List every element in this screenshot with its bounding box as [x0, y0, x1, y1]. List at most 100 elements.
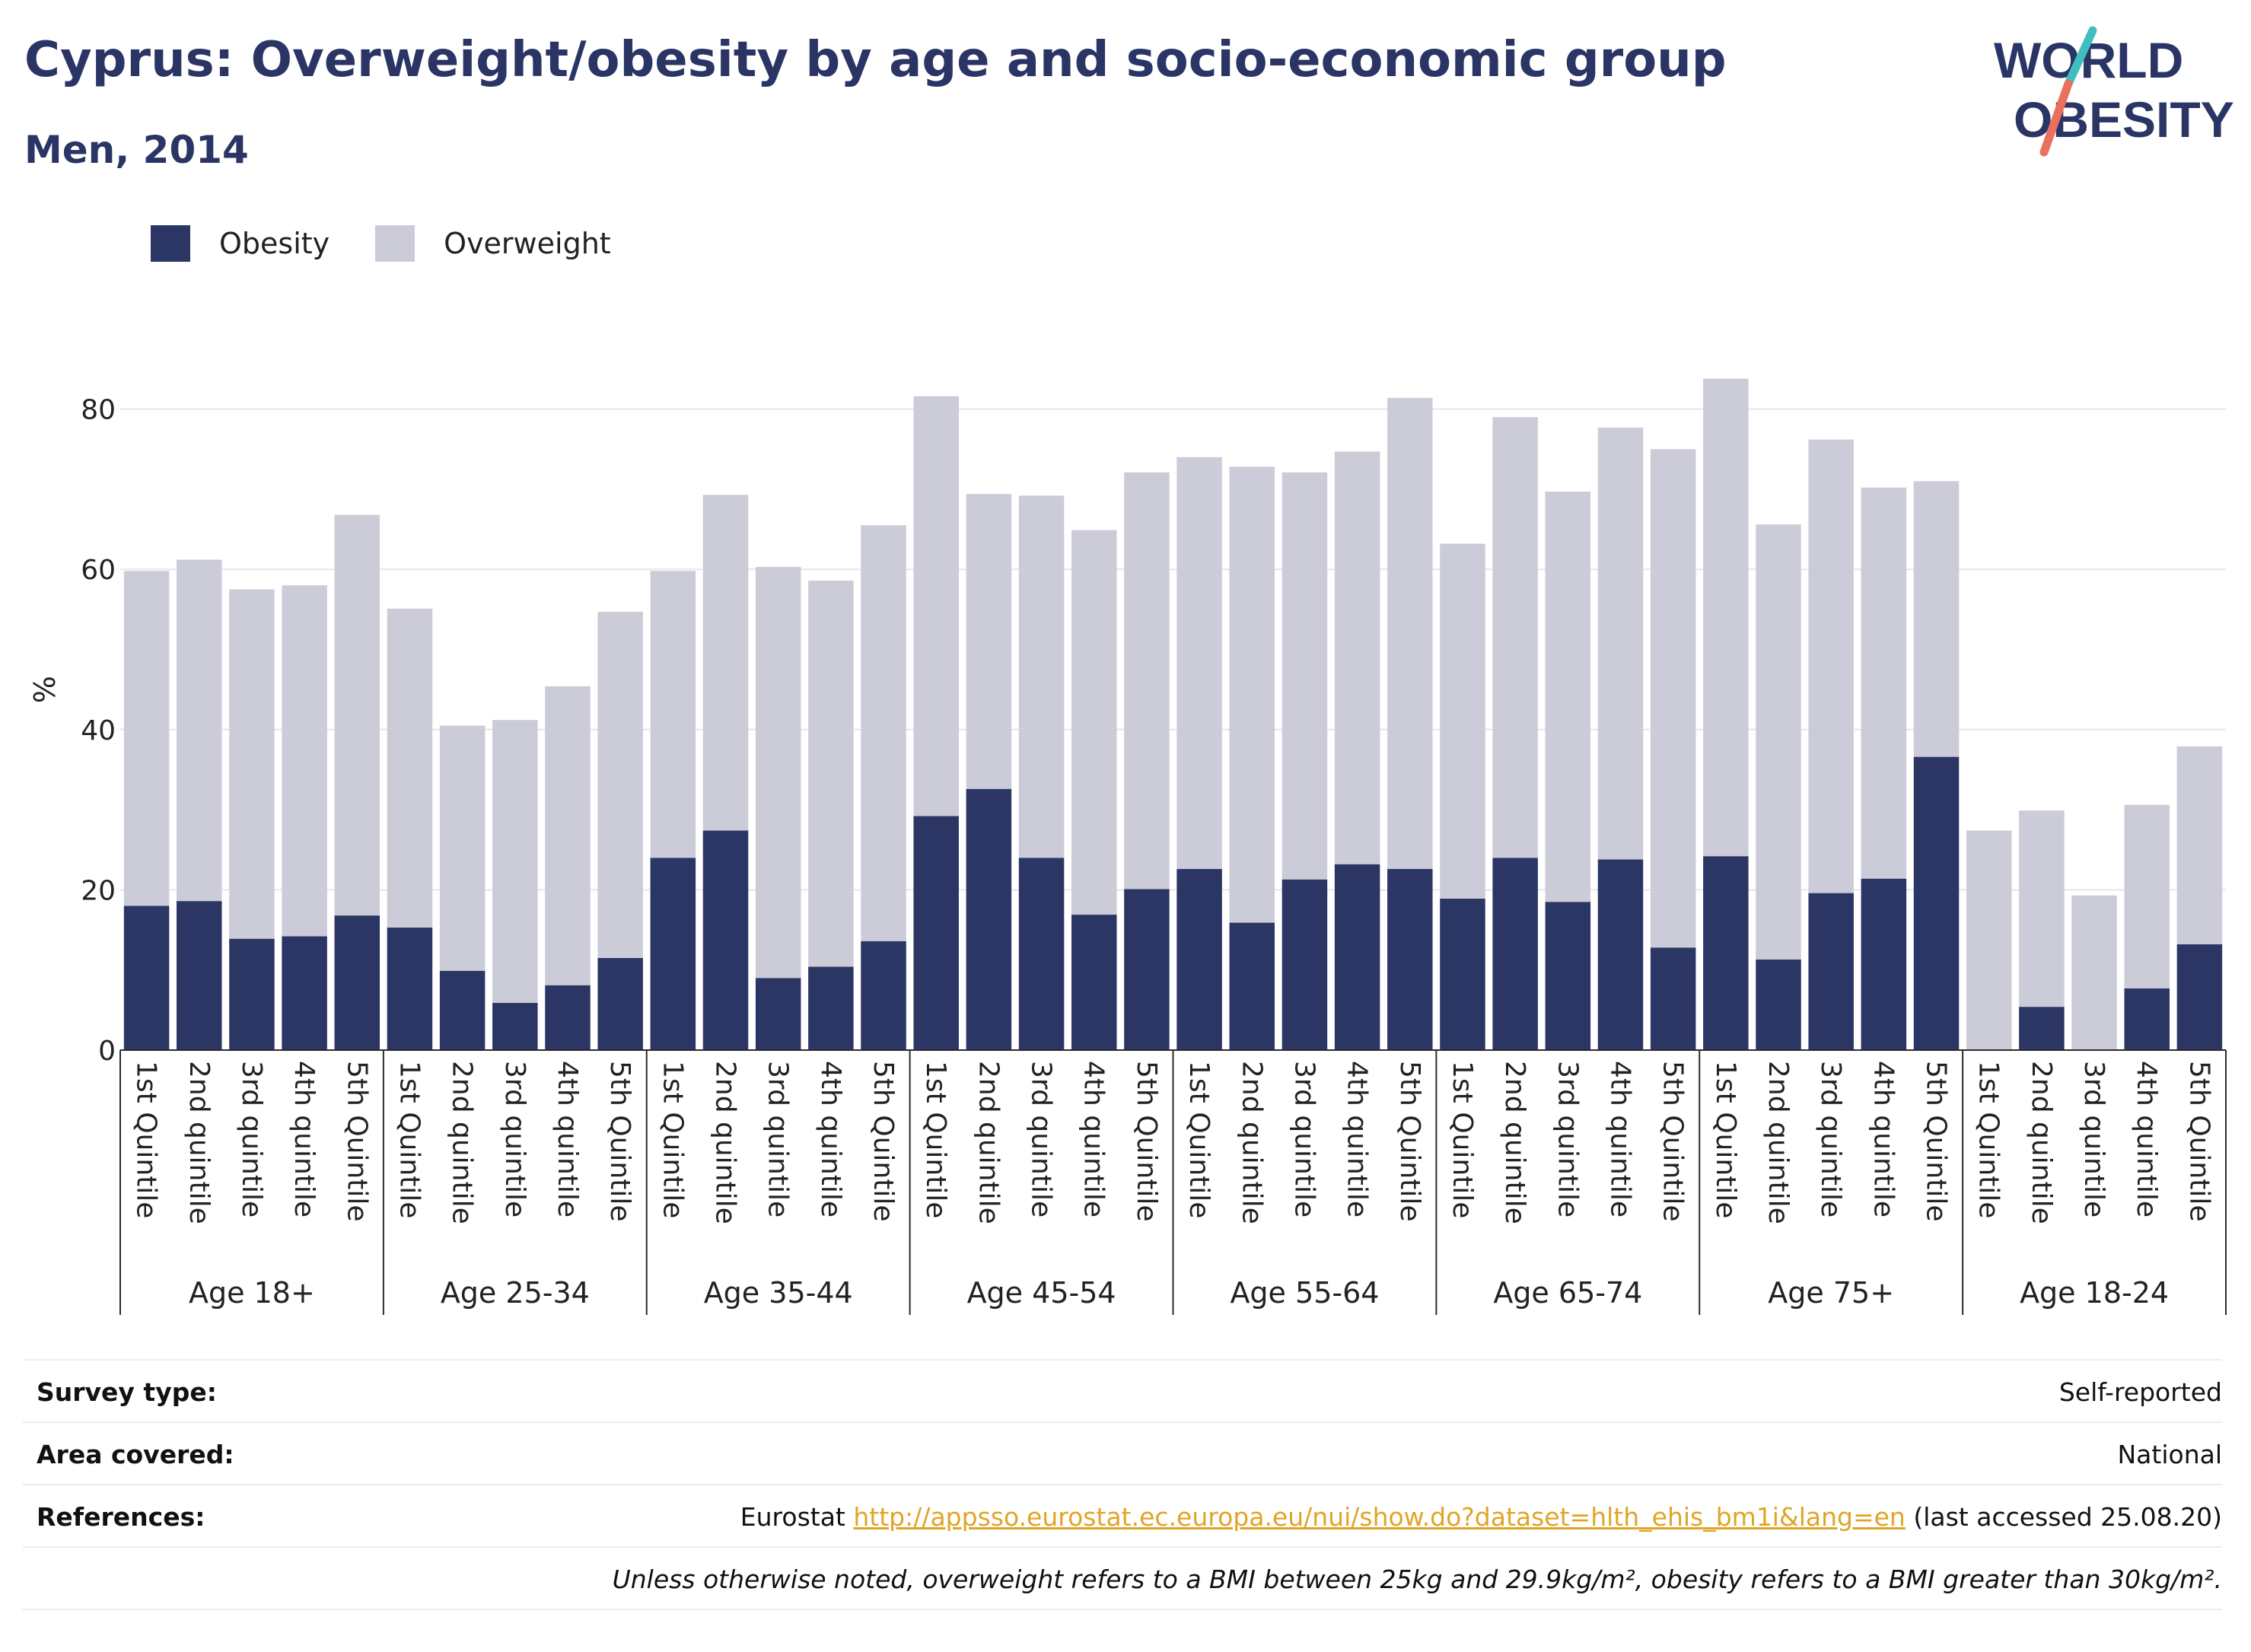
category-label: 3rd quintile	[236, 1061, 267, 1218]
category-label: 2nd quintile	[447, 1061, 478, 1224]
bar-obesity	[492, 1002, 538, 1050]
category-label: 5th Quintile	[868, 1061, 899, 1222]
category-label: 1st Quintile	[1973, 1061, 2004, 1218]
logo-slash-teal	[2064, 26, 2097, 88]
category-label: 2nd quintile	[1499, 1061, 1530, 1224]
bar-obesity	[1861, 878, 1907, 1050]
category-label: 5th Quintile	[1131, 1061, 1162, 1222]
category-label: 5th Quintile	[2183, 1061, 2214, 1222]
bar-overweight	[2019, 810, 2065, 1007]
category-label: 5th Quintile	[341, 1061, 372, 1222]
bar-obesity	[282, 936, 327, 1050]
bar-overweight	[2124, 804, 2170, 988]
bar-obesity	[1808, 893, 1854, 1050]
bar-obesity	[1913, 756, 1960, 1050]
y-tick-label: 60	[81, 555, 116, 586]
bar-overweight	[1808, 439, 1854, 893]
bar-obesity	[1282, 879, 1328, 1050]
references-label: References:	[37, 1502, 205, 1532]
bar-obesity	[2019, 1007, 2065, 1050]
category-label: 2nd quintile	[710, 1061, 741, 1224]
bar-overweight	[1282, 472, 1328, 880]
chart-subtitle: Men, 2014	[24, 128, 249, 172]
category-label: 1st Quintile	[657, 1061, 688, 1218]
category-label: 1st Quintile	[1447, 1061, 1478, 1218]
bar-overweight	[1492, 417, 1538, 858]
chart-legend: Obesity Overweight	[151, 225, 657, 262]
bar-obesity	[1124, 889, 1170, 1050]
bar-obesity	[2124, 988, 2170, 1050]
category-label: 4th quintile	[2131, 1061, 2162, 1218]
info-row-area: Area covered: National	[23, 1421, 2222, 1484]
bar-overweight	[1913, 481, 1960, 757]
legend-swatch-overweight	[375, 225, 415, 262]
y-axis-label: %	[28, 676, 62, 703]
bar-chart: 0 20 40 60 80% 1st Quintile 2nd quintile 3rd qu…	[28, 378, 2227, 1315]
bar-overweight	[1176, 457, 1222, 870]
bar-obesity	[1597, 859, 1644, 1050]
legend-item-obesity[interactable]: Obesity	[151, 225, 330, 262]
bar-overweight	[177, 559, 222, 902]
category-label: 5th Quintile	[1394, 1061, 1425, 1222]
bar-obesity	[702, 830, 749, 1050]
category-label: 4th quintile	[815, 1061, 846, 1218]
reference-source: Eurostat	[740, 1502, 845, 1532]
bar-overweight	[123, 571, 170, 906]
legend-label-obesity: Obesity	[219, 227, 330, 260]
category-label: 1st Quintile	[920, 1061, 951, 1218]
group-label: Age 25-34	[441, 1276, 590, 1310]
bar-obesity	[1176, 869, 1222, 1050]
category-label: 4th quintile	[1867, 1061, 1899, 1218]
area-covered-label: Area covered:	[37, 1440, 234, 1469]
bar-obesity	[2176, 944, 2223, 1050]
y-tick-label: 40	[81, 715, 116, 746]
info-row-survey: Survey type: Self-reported	[23, 1359, 2222, 1421]
bar-overweight	[650, 571, 696, 858]
category-label: 3rd quintile	[1026, 1061, 1057, 1218]
bar-overweight	[1071, 530, 1117, 915]
category-label: 3rd quintile	[1552, 1061, 1583, 1218]
group-label: Age 55-64	[1230, 1276, 1379, 1310]
bar-overweight	[229, 589, 275, 939]
category-label: 5th Quintile	[1657, 1061, 1689, 1222]
reference-link[interactable]: http://appsso.eurostat.ec.europa.eu/nui/…	[853, 1502, 1906, 1532]
bar-obesity	[966, 788, 1012, 1050]
survey-type-label: Survey type:	[37, 1377, 217, 1407]
bar-obesity	[1387, 869, 1433, 1050]
info-row-note: Unless otherwise noted, overweight refer…	[23, 1546, 2222, 1610]
category-label: 4th quintile	[1604, 1061, 1635, 1218]
bar-overweight	[334, 514, 380, 916]
category-label: 1st Quintile	[1710, 1061, 1741, 1218]
group-label: Age 45-54	[967, 1276, 1116, 1310]
bar-overweight	[1124, 472, 1170, 890]
bar-obesity	[229, 938, 275, 1050]
bar-overweight	[1966, 830, 2012, 1050]
bar-overweight	[808, 580, 854, 967]
bar-overweight	[1650, 449, 1696, 948]
legend-item-overweight[interactable]: Overweight	[375, 225, 611, 262]
legend-label-overweight: Overweight	[444, 227, 611, 260]
bar-obesity	[1440, 898, 1485, 1050]
bar-overweight	[755, 567, 801, 979]
bar-overweight	[1440, 543, 1485, 899]
bar-obesity	[1071, 915, 1117, 1050]
bar-overweight	[1756, 524, 1801, 960]
bar-overweight	[1703, 378, 1749, 857]
category-label: 1st Quintile	[1183, 1061, 1215, 1218]
bar-obesity	[1545, 902, 1591, 1050]
bar-overweight	[913, 396, 959, 816]
bar-obesity	[913, 816, 959, 1050]
category-label: 5th Quintile	[604, 1061, 635, 1222]
bar-obesity	[1492, 858, 1538, 1050]
category-label: 4th quintile	[1078, 1061, 1110, 1218]
bar-overweight	[282, 585, 327, 937]
category-label: 4th quintile	[288, 1061, 320, 1218]
group-label: Age 35-44	[704, 1276, 853, 1310]
bar-obesity	[1018, 858, 1065, 1050]
category-label: 2nd quintile	[1236, 1061, 1267, 1224]
bar-obesity	[387, 927, 433, 1050]
survey-type-value: Self-reported	[2058, 1377, 2222, 1407]
bar-obesity	[650, 858, 696, 1050]
bar-overweight	[2071, 895, 2117, 1050]
bar-obesity	[123, 906, 170, 1050]
